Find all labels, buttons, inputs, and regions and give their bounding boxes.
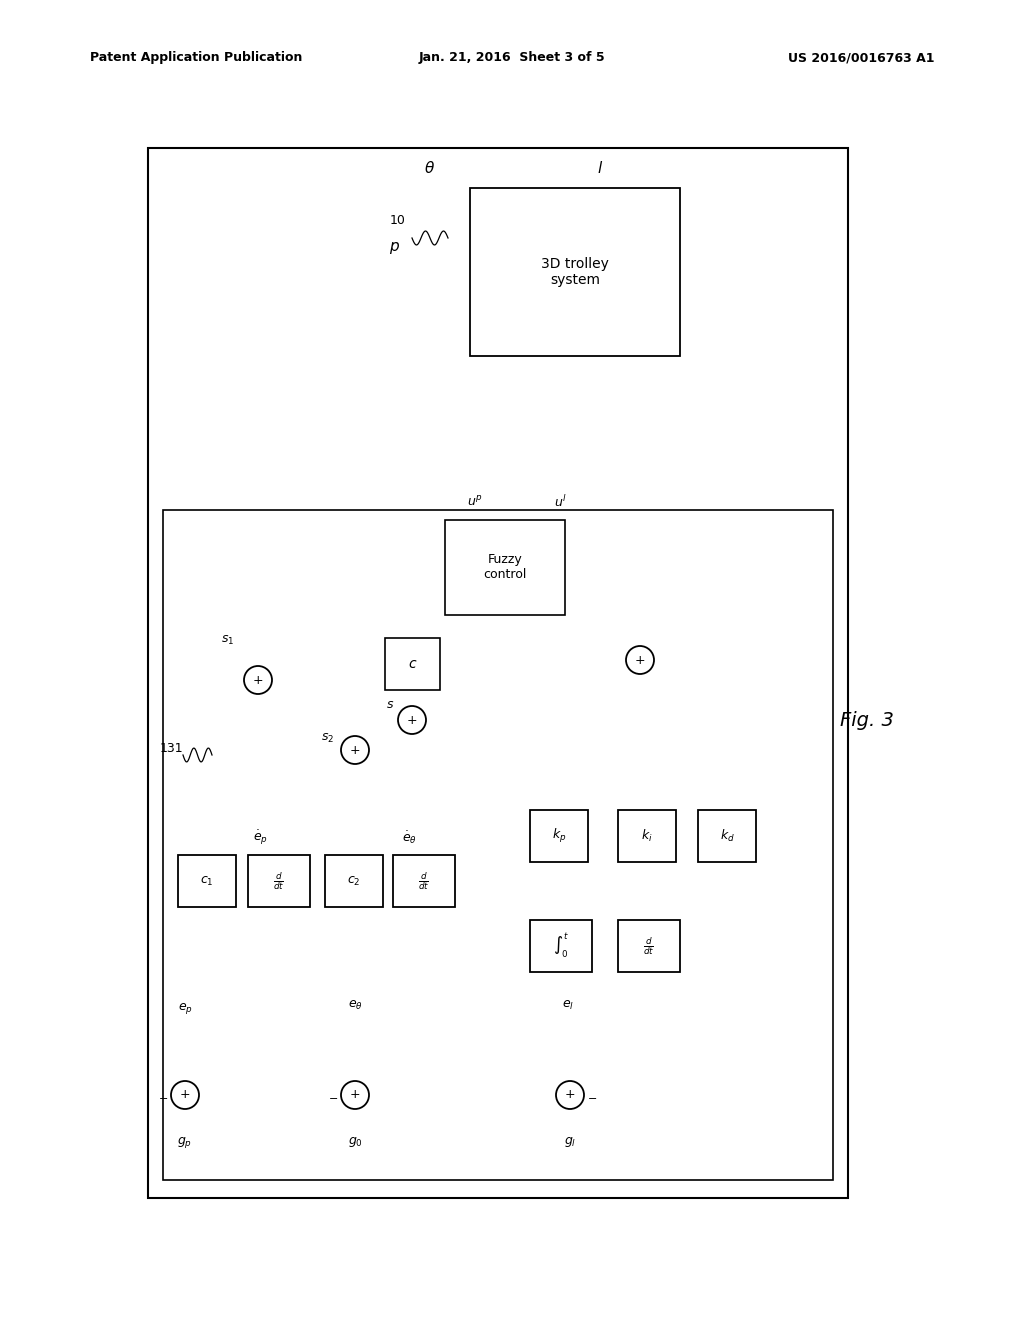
Text: Fig. 3: Fig. 3 — [840, 710, 894, 730]
Text: $+$: $+$ — [179, 1089, 190, 1101]
Text: $s_1$: $s_1$ — [221, 634, 234, 647]
Text: $c$: $c$ — [408, 657, 417, 671]
Text: $g_p$: $g_p$ — [177, 1134, 193, 1150]
Text: $+$: $+$ — [564, 1089, 575, 1101]
Bar — [445, 520, 565, 615]
Text: $\frac{d}{dt}$: $\frac{d}{dt}$ — [273, 870, 285, 892]
Text: $u^p$: $u^p$ — [467, 495, 483, 510]
Text: $-$: $-$ — [587, 1092, 597, 1102]
Text: $p$: $p$ — [389, 240, 400, 256]
Text: $k_d$: $k_d$ — [720, 828, 734, 843]
Bar — [163, 510, 833, 1180]
Text: $e_p$: $e_p$ — [177, 1001, 193, 1015]
Text: $\int_0^t$: $\int_0^t$ — [553, 932, 569, 961]
Text: $g_0$: $g_0$ — [347, 1135, 362, 1148]
Bar — [698, 810, 756, 862]
Text: $\theta$: $\theta$ — [425, 160, 435, 176]
Text: 3D trolley
system: 3D trolley system — [541, 257, 609, 286]
Text: $e_l$: $e_l$ — [562, 998, 574, 1011]
Bar — [530, 920, 592, 972]
Text: $u^l$: $u^l$ — [554, 494, 566, 510]
Text: $-$: $-$ — [328, 1092, 338, 1102]
Bar — [385, 638, 440, 690]
Text: $-$: $-$ — [158, 1092, 168, 1102]
Circle shape — [341, 1081, 369, 1109]
Bar — [618, 920, 680, 972]
Text: $\frac{d}{dt}$: $\frac{d}{dt}$ — [419, 870, 430, 892]
Bar — [530, 810, 588, 862]
Text: $\dot{e}_\theta$: $\dot{e}_\theta$ — [402, 830, 418, 846]
Bar — [325, 855, 383, 907]
Text: Patent Application Publication: Patent Application Publication — [90, 51, 302, 65]
Circle shape — [398, 706, 426, 734]
Text: $+$: $+$ — [635, 653, 645, 667]
Text: $\dot{e}_p$: $\dot{e}_p$ — [253, 829, 267, 847]
Text: $s$: $s$ — [386, 698, 394, 711]
Text: 10: 10 — [390, 214, 406, 227]
Bar — [470, 187, 680, 356]
Text: $e_\theta$: $e_\theta$ — [347, 998, 362, 1011]
Bar — [618, 810, 676, 862]
Bar — [393, 855, 455, 907]
Bar — [148, 148, 848, 1199]
Circle shape — [556, 1081, 584, 1109]
Text: $c_1$: $c_1$ — [201, 874, 214, 887]
Circle shape — [626, 645, 654, 675]
Text: $+$: $+$ — [407, 714, 418, 726]
Text: $+$: $+$ — [349, 743, 360, 756]
Text: US 2016/0016763 A1: US 2016/0016763 A1 — [788, 51, 935, 65]
Text: $c_2$: $c_2$ — [347, 874, 360, 887]
Text: $l$: $l$ — [597, 160, 603, 176]
Bar — [248, 855, 310, 907]
Text: Jan. 21, 2016  Sheet 3 of 5: Jan. 21, 2016 Sheet 3 of 5 — [419, 51, 605, 65]
Text: $s_2$: $s_2$ — [322, 731, 335, 744]
Text: $k_i$: $k_i$ — [641, 828, 653, 843]
Circle shape — [244, 667, 272, 694]
Text: 131: 131 — [160, 742, 183, 755]
Circle shape — [341, 737, 369, 764]
Circle shape — [171, 1081, 199, 1109]
Text: $\frac{d}{dt}$: $\frac{d}{dt}$ — [643, 935, 654, 957]
Bar — [178, 855, 236, 907]
Text: $+$: $+$ — [349, 1089, 360, 1101]
Text: $g_l$: $g_l$ — [564, 1135, 577, 1148]
Text: $k_p$: $k_p$ — [552, 828, 566, 845]
Text: Fuzzy
control: Fuzzy control — [483, 553, 526, 582]
Text: $+$: $+$ — [252, 673, 263, 686]
